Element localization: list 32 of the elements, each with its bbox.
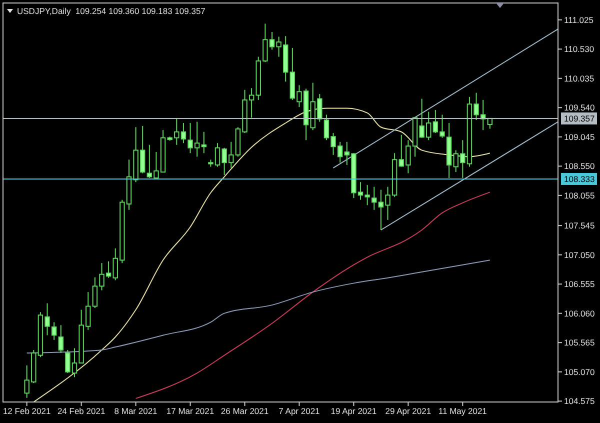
y-tick-label: 111.025 (564, 14, 594, 25)
candlestick (58, 324, 64, 354)
x-tick-label: 19 Apr 2021 (330, 406, 377, 416)
y-tick-label: 109.045 (564, 132, 595, 142)
x-tick-label: 17 Mar 2021 (166, 406, 214, 416)
y-tick-label: 106.555 (564, 279, 595, 290)
ref-line-label: 108.333 (564, 174, 595, 184)
y-tick-label: 109.540 (564, 102, 595, 113)
y-tick-label: 105.070 (564, 366, 595, 377)
x-tick-label: 26 Mar 2021 (220, 406, 269, 416)
x-tick-label: 7 Apr 2021 (278, 406, 320, 416)
y-tick-label: 106.060 (564, 308, 595, 318)
x-tick-label: 29 Apr 2021 (385, 406, 432, 416)
chart-title: USDJPY,Daily 109.254 109.360 109.183 109.357 (17, 6, 206, 16)
x-tick-label: 11 May 2021 (438, 406, 488, 416)
y-tick-label: 108.550 (564, 161, 595, 172)
line-series (33, 108, 490, 402)
candlestick (201, 131, 206, 154)
candlestick (372, 186, 377, 210)
line-series (135, 192, 490, 399)
line-series (26, 260, 490, 354)
y-tick-label: 110.035 (564, 73, 594, 84)
y-tick-label: 107.545 (564, 220, 595, 231)
y-tick-label: 110.530 (564, 44, 594, 54)
y-tick-label: 104.575 (564, 396, 595, 406)
y-tick-label: 105.565 (564, 338, 595, 348)
x-tick-label: 12 Feb 2021 (2, 406, 51, 416)
x-tick-label: 24 Feb 2021 (57, 406, 106, 416)
y-tick-label: 107.050 (564, 250, 595, 260)
ref-line-label: 109.357 (564, 113, 595, 124)
x-tick-label: 8 Mar 2021 (114, 406, 158, 416)
y-tick-label: 108.055 (564, 190, 595, 200)
